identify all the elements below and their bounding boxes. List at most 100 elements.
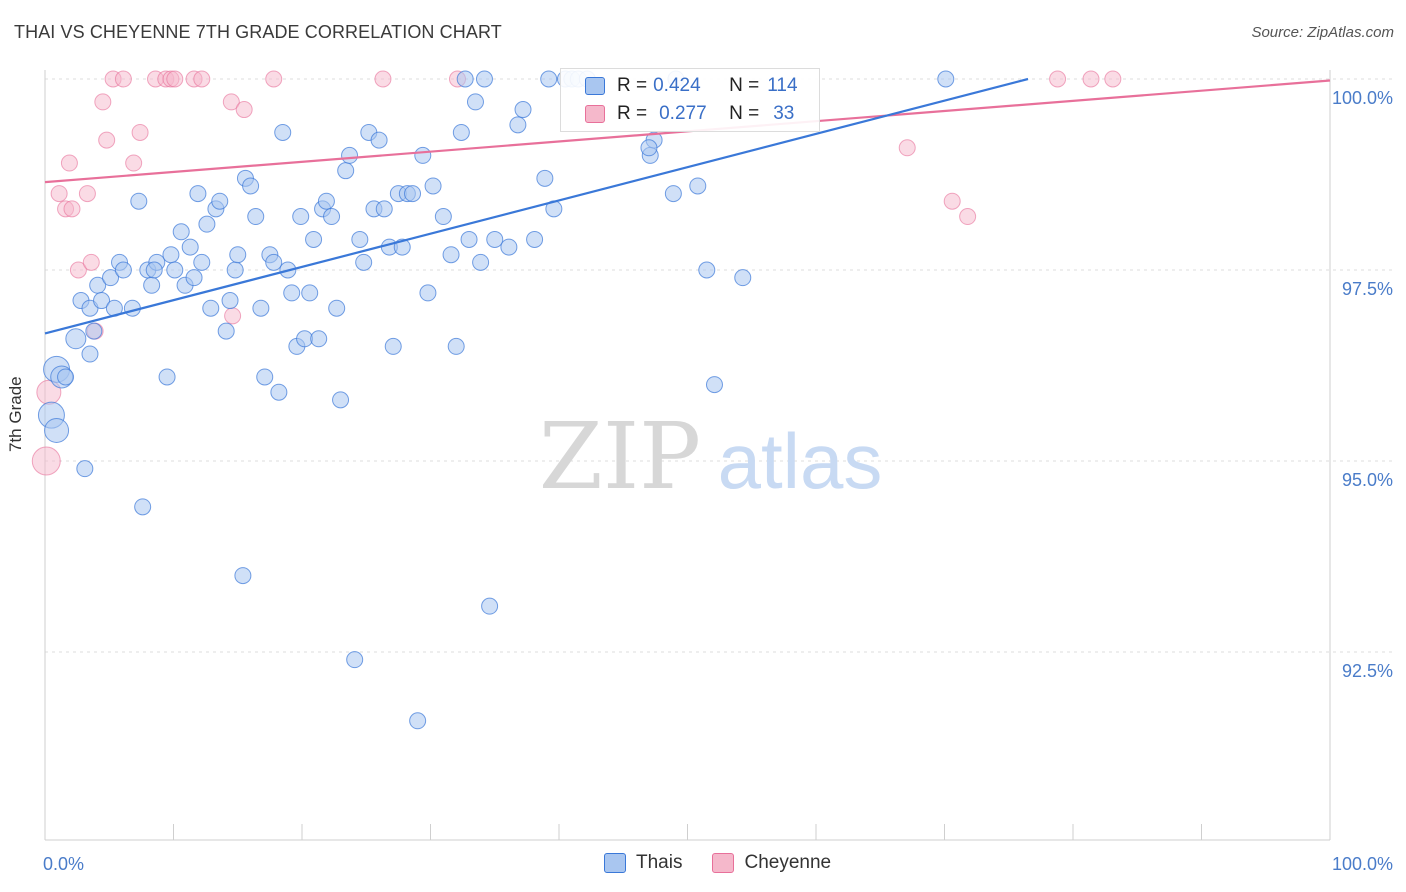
thais-point <box>181 238 199 256</box>
thais-point <box>500 238 518 256</box>
thais-point <box>466 93 484 111</box>
thais-point <box>355 253 373 271</box>
legend-r-value: 0.424 <box>653 75 701 96</box>
thais-point <box>189 185 207 203</box>
thais-point <box>301 284 319 302</box>
thais-point <box>526 230 544 248</box>
thais-point <box>351 230 369 248</box>
thais-point <box>514 101 532 119</box>
thais-point <box>270 383 288 401</box>
thais-point <box>689 177 707 195</box>
thais-point <box>57 368 75 386</box>
thais-point <box>143 276 161 294</box>
cheyenne-point <box>222 93 240 111</box>
cheyenne-point <box>1082 70 1100 88</box>
legend-swatch-cheyenne <box>585 105 605 123</box>
cheyenne-point <box>898 139 916 157</box>
thais-point <box>937 70 955 88</box>
thais-point <box>292 208 310 226</box>
legend-n-label: N = <box>729 103 760 124</box>
cheyenne-points <box>31 70 1122 476</box>
thais-point <box>705 376 723 394</box>
grid <box>45 78 1392 653</box>
thais-point <box>242 177 260 195</box>
cheyenne-point <box>959 208 977 226</box>
thais-point <box>221 292 239 310</box>
thais-point <box>296 330 314 348</box>
thais-point <box>346 651 364 669</box>
tick-labels: 100.0% 97.5% 95.0% 92.5% 0.0% 100.0% <box>43 88 1393 874</box>
cheyenne-point <box>193 70 211 88</box>
thais-point <box>384 337 402 355</box>
legend-item-thais[interactable]: Thais <box>604 852 682 874</box>
thais-point <box>130 192 148 210</box>
x-tick-label-max: 100.0% <box>1332 854 1393 874</box>
thais-point <box>509 116 527 134</box>
cheyenne-point <box>131 123 149 141</box>
thais-point <box>158 368 176 386</box>
thais-point <box>337 162 355 180</box>
thais-point <box>486 230 504 248</box>
thais-point <box>540 70 558 88</box>
thais-point <box>698 261 716 279</box>
cheyenne-point <box>50 185 68 203</box>
y-axis-label: 7th Grade <box>6 376 25 452</box>
thais-point <box>536 169 554 187</box>
watermark-zip: ZIP <box>539 403 701 510</box>
thais-point <box>247 208 265 226</box>
y-tick-label: 95.0% <box>1342 470 1393 490</box>
thais-point <box>328 299 346 317</box>
thais-point <box>375 200 393 218</box>
cheyenne-point <box>78 185 96 203</box>
legend-swatch-cheyenne <box>712 853 735 873</box>
legend-row-cheyenne: R = 0.277 N = 33 <box>585 101 794 127</box>
source-label: Source: ZipAtlas.com <box>1251 24 1394 41</box>
stats-legend: R = 0.424 N = 114 R = 0.277 N = 33 <box>560 68 820 132</box>
thais-point <box>229 246 247 264</box>
y-tick-label: 92.5% <box>1342 661 1393 681</box>
thais-point <box>409 712 427 730</box>
legend-item-cheyenne[interactable]: Cheyenne <box>712 852 831 874</box>
thais-point <box>172 223 190 241</box>
legend-n-value: 33 <box>773 103 795 124</box>
thais-point <box>419 284 437 302</box>
thais-point <box>185 269 203 287</box>
thais-point <box>472 253 490 271</box>
cheyenne-point <box>60 154 78 172</box>
series-legend: Thais Cheyenne <box>604 852 861 874</box>
legend-r-value: 0.277 <box>659 103 707 124</box>
thais-point <box>323 208 341 226</box>
thais-point <box>226 261 244 279</box>
thais-point <box>475 70 493 88</box>
legend-n-value: 114 <box>767 75 798 96</box>
cheyenne-point <box>235 101 253 119</box>
y-tick-label: 97.5% <box>1342 279 1393 299</box>
thais-point <box>442 246 460 264</box>
cheyenne-point <box>125 154 143 172</box>
cheyenne-point <box>943 192 961 210</box>
thais-point <box>211 192 229 210</box>
thais-point <box>256 368 274 386</box>
legend-swatch-thais <box>604 853 626 873</box>
thais-point <box>81 345 99 363</box>
cheyenne-point <box>94 93 112 111</box>
thais-point <box>265 253 283 271</box>
cheyenne-point <box>63 200 81 218</box>
thais-point <box>447 337 465 355</box>
thais-point <box>664 185 682 203</box>
thais-point <box>274 123 292 141</box>
cheyenne-point <box>224 307 242 325</box>
thais-point <box>202 299 220 317</box>
thais-point <box>65 328 87 350</box>
thais-point <box>198 215 216 233</box>
legend-swatch-thais <box>585 77 605 95</box>
cheyenne-point <box>166 70 184 88</box>
thais-point <box>76 460 94 478</box>
thais-point <box>310 330 328 348</box>
thais-point <box>734 269 752 287</box>
thais-point <box>44 417 70 443</box>
thais-point <box>456 70 474 88</box>
thais-point <box>332 391 350 409</box>
thais-point <box>414 146 432 164</box>
cheyenne-point <box>374 70 392 88</box>
